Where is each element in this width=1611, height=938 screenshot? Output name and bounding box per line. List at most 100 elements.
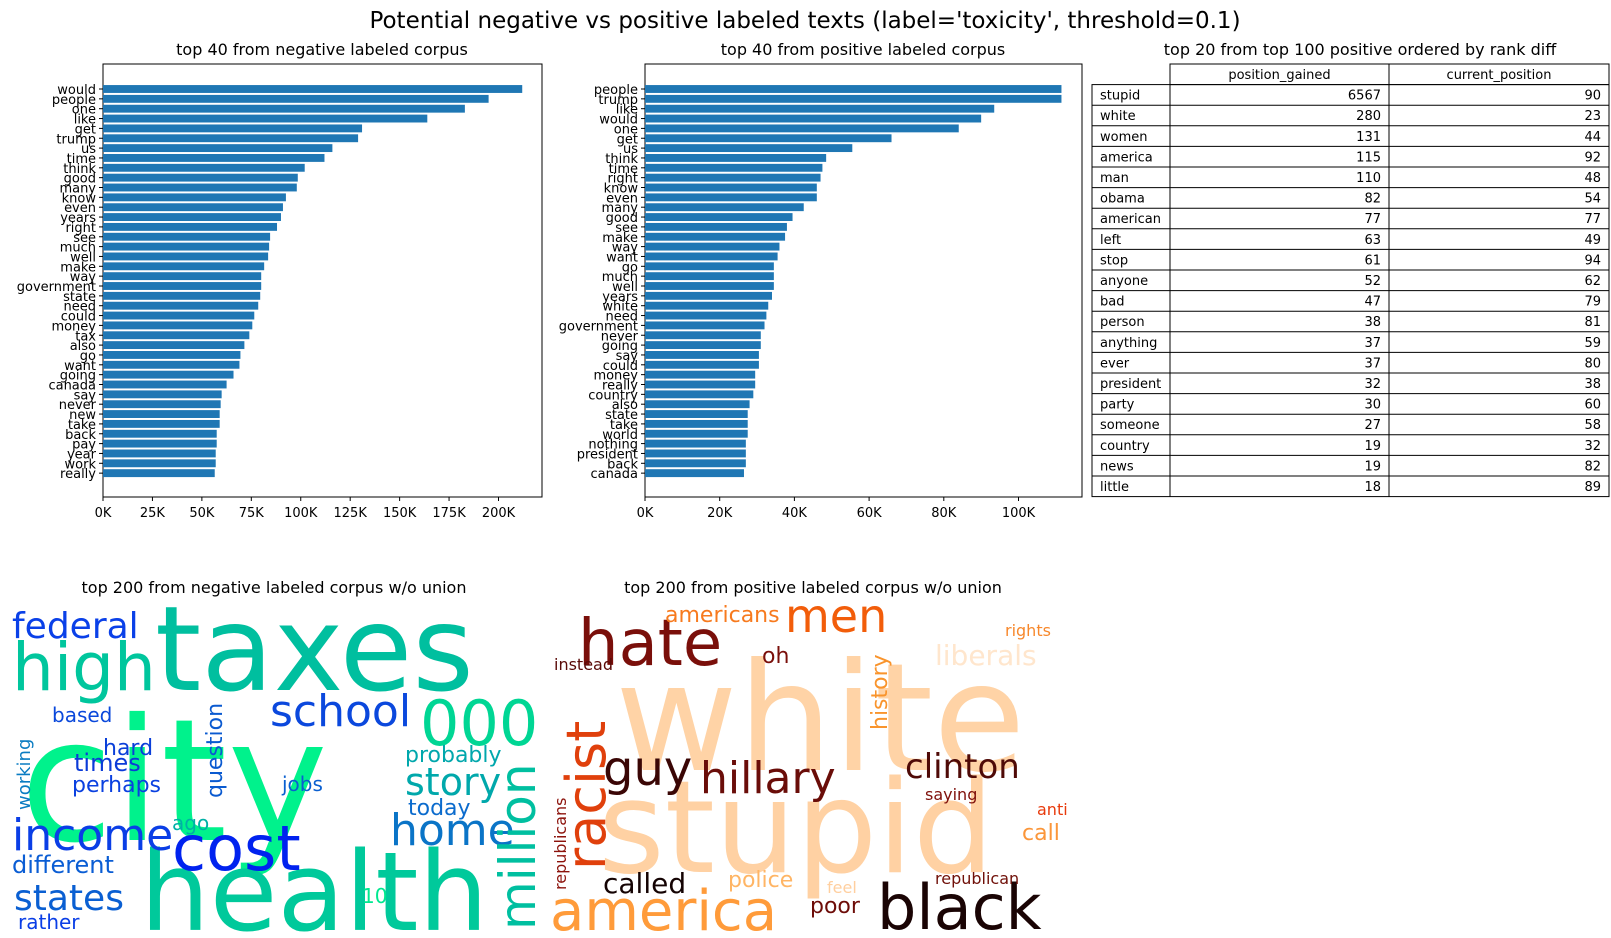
bar bbox=[103, 163, 305, 172]
bar bbox=[103, 321, 253, 330]
bar bbox=[103, 262, 265, 271]
y-tick-label: never bbox=[59, 398, 97, 413]
table-cell: 115 bbox=[1356, 150, 1381, 165]
table-row-label: president bbox=[1100, 377, 1161, 392]
bar bbox=[103, 203, 283, 212]
table-cell: 61 bbox=[1364, 253, 1381, 268]
table-cell: 18 bbox=[1364, 480, 1381, 495]
word-cloud-word: rights bbox=[1005, 621, 1051, 640]
table-cell: 54 bbox=[1584, 192, 1601, 207]
y-tick-label: time bbox=[609, 162, 638, 177]
bar bbox=[103, 331, 250, 340]
table-cell: 62 bbox=[1584, 274, 1601, 289]
y-tick-label: back bbox=[607, 457, 638, 472]
bar bbox=[103, 449, 216, 458]
table-column-header: current_position bbox=[1447, 68, 1552, 83]
table-cell: 92 bbox=[1584, 150, 1601, 165]
bar bbox=[103, 183, 297, 192]
x-tick-label: 75K bbox=[239, 506, 265, 521]
bar bbox=[645, 193, 817, 202]
bar bbox=[103, 144, 333, 153]
y-tick-label: would bbox=[599, 113, 638, 128]
bar bbox=[103, 459, 216, 468]
word-cloud-word: instead bbox=[554, 655, 613, 674]
y-tick-label: know bbox=[604, 182, 639, 197]
table-cell: 48 bbox=[1584, 171, 1601, 186]
y-tick-label: canada bbox=[590, 467, 638, 482]
bar bbox=[103, 193, 286, 202]
positive-top40-bar-chart: top 40 from positive labeled corpus peop… bbox=[559, 40, 1083, 521]
word-cloud-word: home bbox=[390, 805, 515, 856]
y-tick-label: white bbox=[602, 300, 638, 315]
bar bbox=[103, 242, 270, 251]
y-tick-label: us bbox=[623, 142, 638, 157]
table-cell: 90 bbox=[1584, 89, 1601, 104]
y-tick-label: make bbox=[60, 260, 96, 275]
y-tick-label: even bbox=[64, 201, 96, 216]
word-cloud-word: million bbox=[489, 763, 547, 930]
y-tick-label: want bbox=[606, 250, 638, 265]
bar bbox=[645, 163, 823, 172]
bar bbox=[103, 380, 227, 389]
y-tick-label: go bbox=[622, 260, 638, 275]
word-cloud-word: america bbox=[550, 879, 777, 938]
y-tick-label: get bbox=[75, 122, 96, 137]
y-tick-label: like bbox=[74, 113, 96, 128]
y-tick-label: good bbox=[64, 172, 96, 187]
table-cell: 37 bbox=[1364, 356, 1381, 371]
y-tick-label: many bbox=[601, 201, 638, 216]
table-row-label: party bbox=[1100, 398, 1135, 413]
word-cloud-word: different bbox=[12, 851, 114, 879]
bar bbox=[645, 232, 786, 241]
table-cell: 82 bbox=[1364, 192, 1381, 207]
y-tick-label: say bbox=[74, 388, 97, 403]
table-cell: 60 bbox=[1584, 398, 1601, 413]
y-tick-label: back bbox=[65, 428, 96, 443]
word-cloud-word: black bbox=[877, 871, 1042, 938]
wordcloud-title-negative: top 200 from negative labeled corpus w/o… bbox=[82, 578, 467, 597]
bar bbox=[645, 400, 750, 409]
y-tick-label: way bbox=[612, 241, 639, 256]
table-title: top 20 from top 100 positive ordered by … bbox=[1164, 40, 1557, 59]
y-tick-label: know bbox=[62, 191, 97, 206]
bar bbox=[645, 311, 767, 320]
x-tick-label: 80K bbox=[931, 506, 957, 521]
table-cell: 19 bbox=[1364, 459, 1381, 474]
word-cloud-word: jobs bbox=[281, 772, 323, 796]
x-tick-label: 25K bbox=[140, 506, 166, 521]
x-tick-label: 40K bbox=[782, 506, 808, 521]
y-tick-label: get bbox=[617, 132, 638, 147]
word-cloud-word: taxes bbox=[155, 580, 474, 718]
bar bbox=[645, 439, 746, 448]
bar bbox=[645, 242, 780, 251]
bar bbox=[645, 351, 759, 359]
y-tick-label: right bbox=[65, 221, 96, 236]
y-tick-label: pay bbox=[72, 438, 96, 453]
y-tick-label: year bbox=[67, 447, 97, 462]
positive-word-cloud: top 200 from positive labeled corpus w/o… bbox=[550, 578, 1068, 938]
y-tick-label: much bbox=[60, 241, 96, 256]
bar bbox=[103, 232, 271, 241]
word-cloud-word: 000 bbox=[420, 687, 538, 760]
y-tick-label: world bbox=[602, 428, 638, 443]
bar bbox=[645, 469, 744, 478]
y-tick-label: good bbox=[606, 211, 638, 226]
word-cloud-word: saying bbox=[925, 785, 977, 804]
chart-title-positive: top 40 from positive labeled corpus bbox=[721, 40, 1006, 59]
x-tick-label: 200K bbox=[482, 506, 516, 521]
y-tick-label: one bbox=[72, 103, 96, 118]
word-cloud-word: cost bbox=[172, 812, 301, 885]
y-tick-label: money bbox=[51, 319, 96, 334]
word-cloud-word: hard bbox=[103, 736, 153, 761]
bar bbox=[645, 144, 853, 153]
y-tick-label: work bbox=[65, 457, 97, 472]
table-cell: 63 bbox=[1364, 233, 1381, 248]
table-cell: 89 bbox=[1584, 480, 1601, 495]
bar bbox=[103, 154, 325, 162]
bar bbox=[103, 419, 220, 428]
bar bbox=[645, 419, 748, 428]
bar bbox=[645, 213, 793, 221]
word-cloud-word: stupid bbox=[598, 754, 994, 903]
chart-title-negative: top 40 from negative labeled corpus bbox=[176, 40, 468, 59]
table-column-header: position_gained bbox=[1228, 68, 1330, 83]
